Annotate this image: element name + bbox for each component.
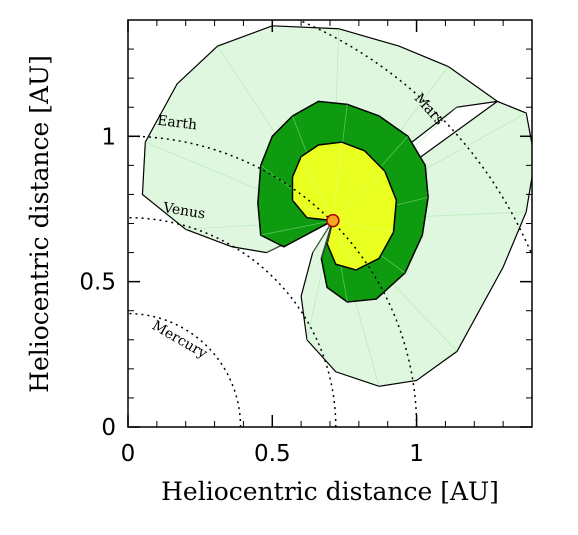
y-tick-label: 0.5 — [79, 270, 116, 296]
x-axis-title: Heliocentric distance [AU] — [161, 477, 499, 506]
y-axis-title: Heliocentric distance [AU] — [25, 55, 54, 393]
region-inner-ray — [292, 199, 334, 221]
center-marker — [326, 213, 340, 228]
region-inner-ray — [332, 170, 386, 221]
y-tick-label: 0 — [101, 415, 116, 441]
region-inner-ray — [300, 156, 334, 221]
x-tick-label: 0 — [121, 441, 136, 467]
orbit-label-venus: Venus — [161, 200, 206, 223]
axes: 0 0.5 1 0 0.5 1 — [79, 20, 532, 467]
x-tick-label: 0.5 — [254, 441, 291, 467]
region-inner-ray — [332, 220, 394, 233]
region-inner-ray — [332, 142, 342, 221]
orbit-venus — [128, 216, 337, 427]
region-inner-ray — [332, 220, 357, 271]
region-middle-ray — [260, 220, 333, 236]
region-inner-shape — [291, 141, 398, 271]
y-tick-label: 1 — [101, 124, 116, 150]
orbit-label-earth: Earth — [156, 113, 198, 134]
x-tick-label: 1 — [409, 441, 424, 467]
